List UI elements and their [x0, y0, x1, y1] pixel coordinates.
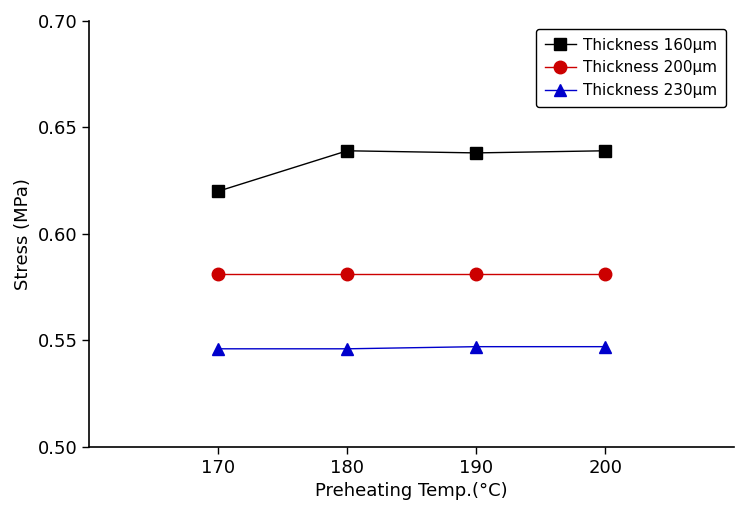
Thickness 160μm [601, 148, 610, 154]
Thickness 230μm [601, 343, 610, 350]
Thickness 200μm [214, 271, 223, 278]
X-axis label: Preheating Temp.(°C): Preheating Temp.(°C) [316, 482, 508, 500]
Thickness 230μm [214, 346, 223, 352]
Thickness 200μm [343, 271, 352, 278]
Thickness 200μm [472, 271, 481, 278]
Thickness 160μm [214, 188, 223, 194]
Thickness 230μm [343, 346, 352, 352]
Line: Thickness 230μm: Thickness 230μm [212, 340, 611, 355]
Legend: Thickness 160μm, Thickness 200μm, Thickness 230μm: Thickness 160μm, Thickness 200μm, Thickn… [536, 29, 726, 107]
Thickness 230μm [472, 343, 481, 350]
Y-axis label: Stress (MPa): Stress (MPa) [14, 178, 32, 290]
Thickness 200μm [601, 271, 610, 278]
Line: Thickness 160μm: Thickness 160μm [212, 144, 611, 197]
Thickness 160μm [472, 150, 481, 156]
Line: Thickness 200μm: Thickness 200μm [212, 268, 611, 281]
Thickness 160μm [343, 148, 352, 154]
